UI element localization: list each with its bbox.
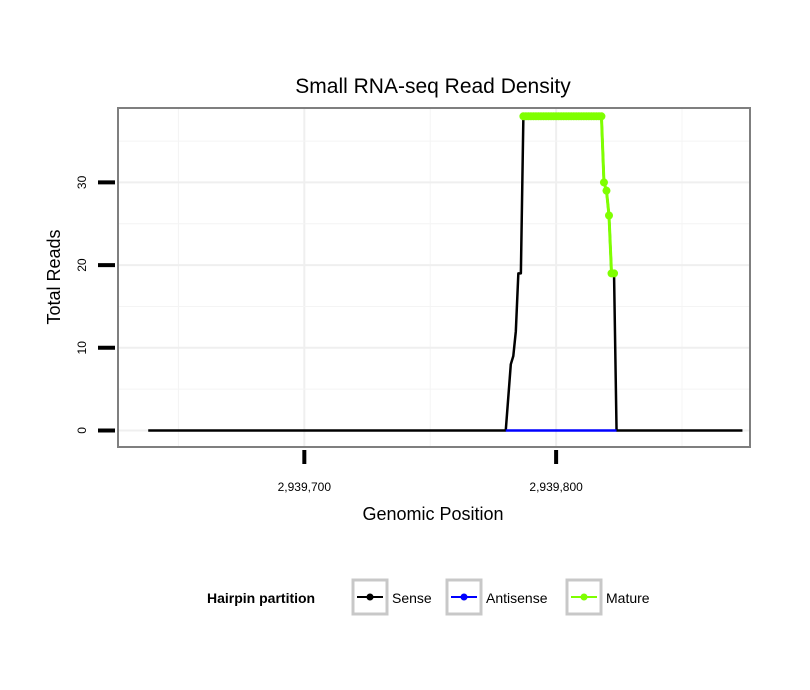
legend-item-sense: Sense: [351, 578, 432, 616]
legend-item-mature: Mature: [565, 578, 650, 616]
data-point-mature: [610, 269, 619, 278]
data-point-mature: [599, 178, 608, 187]
y-axis: 0 10 20 30: [75, 175, 115, 434]
legend-label: Antisense: [486, 590, 548, 606]
y-tick-label: 30: [75, 175, 89, 189]
legend: Hairpin partition Sense Antisense Mature: [207, 578, 650, 616]
legend-item-antisense: Antisense: [445, 578, 548, 616]
plot-panel-border: [117, 107, 751, 448]
y-axis-title: Total Reads: [44, 229, 64, 324]
data-point-mature: [597, 112, 606, 121]
legend-label: Sense: [392, 590, 432, 606]
data-point-mature: [604, 211, 613, 220]
chart-title: Small RNA-seq Read Density: [295, 75, 571, 98]
legend-key-point: [460, 593, 468, 601]
legend-label: Mature: [606, 590, 650, 606]
x-tick-label: 2,939,700: [278, 480, 332, 494]
series-layer: [148, 112, 743, 432]
x-tick-label: 2,939,800: [529, 480, 583, 494]
legend-title: Hairpin partition: [207, 590, 315, 606]
x-axis-title: Genomic Position: [362, 504, 503, 524]
legend-key-point: [580, 593, 588, 601]
x-axis: 2,939,700 2,939,800: [278, 450, 583, 494]
y-tick-label: 0: [75, 427, 89, 434]
y-tick-label: 20: [75, 258, 89, 272]
data-point-mature: [602, 186, 611, 195]
legend-key-point: [366, 593, 374, 601]
y-tick-label: 10: [75, 341, 89, 355]
